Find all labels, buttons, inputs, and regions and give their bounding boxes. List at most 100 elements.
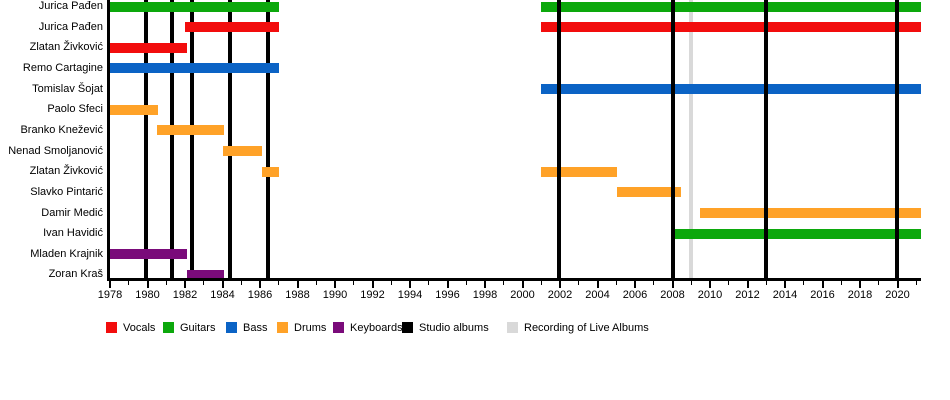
axis-tick-label: 1986 <box>247 288 273 301</box>
axis-tick-label: 2008 <box>660 288 685 301</box>
axis-tick-major <box>896 280 899 288</box>
axis-tick-major <box>484 280 486 288</box>
axis-tick-label: 1990 <box>322 288 348 301</box>
axis-tick-minor <box>803 280 805 285</box>
member-bar <box>110 1 279 12</box>
axis-tick-major <box>446 280 449 288</box>
member-label: Zlatan Živković <box>29 41 103 54</box>
axis-tick-label: 1994 <box>397 288 423 301</box>
member-bar <box>541 166 618 177</box>
member-bar <box>699 208 921 218</box>
axis-tick-label: 2004 <box>585 288 610 301</box>
member-bar <box>156 125 225 136</box>
axis-tick-major <box>784 280 786 288</box>
legend-swatch-drums <box>277 322 288 333</box>
member-label: Zlatan Živković <box>29 165 103 178</box>
axis-tick-label: 2016 <box>810 288 835 301</box>
legend-label: Studio albums <box>419 322 489 334</box>
axis-tick-label: 1992 <box>360 288 385 301</box>
studio-album-line <box>764 0 769 278</box>
legend-swatch-studio_album <box>402 322 413 333</box>
member-bar <box>223 146 262 157</box>
member-label: Remo Cartagine <box>22 61 103 74</box>
axis-tick-major <box>821 280 824 288</box>
member-label: Slavko Pintarić <box>30 185 103 198</box>
member-bar <box>110 104 158 115</box>
legend-swatch-keyboards <box>333 322 344 333</box>
axis-tick-major <box>221 280 224 288</box>
member-bar <box>617 187 681 198</box>
axis-tick-major <box>109 280 111 288</box>
axis-tick-label: 2010 <box>697 288 723 301</box>
axis-tick-minor <box>390 280 392 285</box>
member-label: Paolo Sfeci <box>47 103 103 116</box>
axis-tick-major <box>671 280 674 288</box>
axis-tick-label: 1988 <box>285 288 310 301</box>
axis-tick-minor <box>615 280 617 285</box>
axis-tick-label: 1978 <box>97 288 123 301</box>
member-bar <box>186 269 225 280</box>
studio-album-line <box>265 0 270 278</box>
axis-tick-major <box>334 280 336 288</box>
axis-tick-minor <box>690 280 692 285</box>
member-label: Zoran Kraš <box>48 268 103 281</box>
member-label: Mladen Krajnik <box>30 247 103 260</box>
axis-tick-minor <box>203 280 205 285</box>
legend-label: Guitars <box>180 322 216 334</box>
studio-album-line <box>143 0 148 278</box>
axis-tick-minor <box>540 280 542 285</box>
axis-tick-label: 2000 <box>510 288 535 301</box>
member-label: Nenad Smoljanović <box>8 144 103 157</box>
member-label: Ivan Havidić <box>43 227 103 240</box>
studio-album-line <box>670 0 675 278</box>
axis-tick-minor <box>653 280 655 285</box>
axis-tick-label: 2014 <box>772 288 798 301</box>
axis-tick-minor <box>765 280 767 285</box>
axis-tick-minor <box>240 280 242 285</box>
axis-tick-minor <box>915 280 917 285</box>
axis-tick-major <box>634 280 636 288</box>
axis-tick-minor <box>353 280 355 285</box>
legend-label: Vocals <box>123 322 156 334</box>
live-recording-line <box>689 0 694 278</box>
axis-tick-major <box>521 280 524 288</box>
studio-album-line <box>894 0 899 278</box>
axis-tick-minor <box>840 280 842 285</box>
axis-tick-minor <box>128 280 130 285</box>
axis-tick-minor <box>878 280 880 285</box>
axis-tick-major <box>184 280 186 288</box>
axis-tick-major <box>709 280 711 288</box>
axis-tick-label: 1982 <box>172 288 198 301</box>
studio-album-line <box>189 0 194 278</box>
legend-label: Keyboards <box>350 322 403 334</box>
axis-tick-minor <box>428 280 430 285</box>
axis-tick-minor <box>165 280 167 285</box>
axis-tick-major <box>371 280 374 288</box>
member-label: Branko Knežević <box>20 123 103 136</box>
member-bar <box>541 1 921 12</box>
studio-album-line <box>169 0 174 278</box>
axis-tick-minor <box>465 280 467 285</box>
member-bar <box>541 84 921 95</box>
axis-tick-major <box>559 280 561 288</box>
axis-tick-major <box>296 280 299 288</box>
legend-label: Recording of Live Albums <box>524 322 649 334</box>
axis-tick-minor <box>503 280 505 285</box>
member-bar <box>185 22 279 33</box>
axis-tick-major <box>409 280 411 288</box>
member-bar <box>674 228 921 239</box>
member-bar <box>541 22 921 33</box>
member-label: Tomislav Šojat <box>32 82 103 95</box>
member-bar <box>110 63 279 74</box>
studio-album-line <box>228 0 232 278</box>
x-axis-line <box>106 277 922 281</box>
member-bar <box>261 166 279 177</box>
axis-tick-label: 2002 <box>547 288 573 301</box>
axis-tick-label: 2006 <box>622 288 648 301</box>
axis-tick-label: 1980 <box>135 288 160 301</box>
axis-tick-major <box>596 280 599 288</box>
axis-tick-minor <box>315 280 317 285</box>
legend-swatch-live_recording <box>507 322 518 333</box>
legend-swatch-bass <box>226 322 237 333</box>
